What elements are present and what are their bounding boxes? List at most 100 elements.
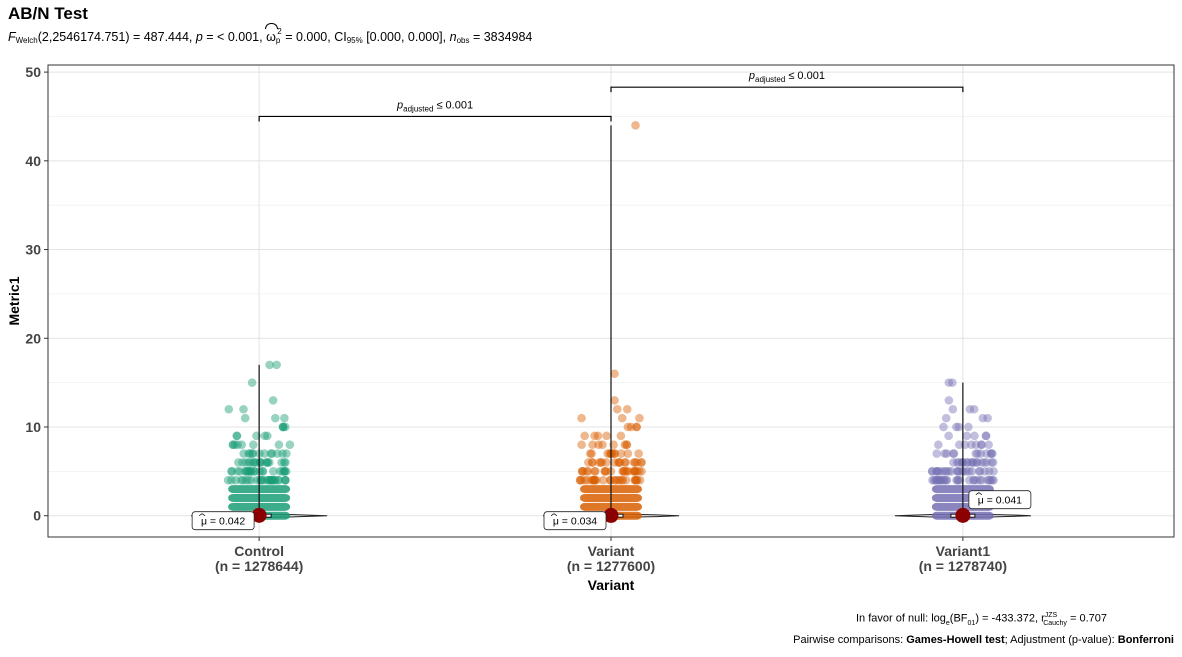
- data-point: [587, 449, 596, 458]
- data-point: [620, 467, 630, 476]
- data-point: [980, 467, 990, 476]
- data-point: [981, 431, 991, 441]
- outlier-point: [265, 360, 274, 370]
- data-point: [969, 475, 979, 485]
- data-point: [949, 449, 959, 458]
- data-point: [577, 413, 586, 423]
- data-point: [940, 467, 950, 476]
- data-point: [588, 440, 597, 450]
- data-point: [954, 422, 964, 432]
- data-point: [245, 467, 254, 476]
- x-tick-label: Variant1: [936, 543, 991, 559]
- outlier-point: [631, 121, 640, 130]
- data-point: [984, 467, 994, 476]
- mean-hat: [975, 492, 983, 495]
- data-point: [255, 458, 265, 467]
- mean-hat: [198, 513, 206, 516]
- data-point: [630, 467, 640, 476]
- data-point: [246, 467, 256, 476]
- data-point: [977, 440, 986, 450]
- data-point: [590, 475, 599, 485]
- data-point: [285, 440, 295, 450]
- data-point: [637, 467, 646, 476]
- mean-label: μ = 0.042: [201, 516, 245, 528]
- data-point: [949, 458, 958, 467]
- data-point: [242, 467, 251, 476]
- data-point: [940, 449, 950, 458]
- y-tick-label: 20: [25, 330, 41, 346]
- data-point: [986, 449, 996, 458]
- data-point: [577, 467, 587, 476]
- pairwise-caption: Pairwise comparisons: Games-Howell test;…: [793, 634, 1174, 646]
- data-point: [275, 467, 285, 476]
- data-point: [621, 475, 631, 485]
- data-point: [247, 475, 256, 485]
- data-point: [605, 449, 615, 458]
- data-point: [942, 467, 951, 476]
- data-point: [942, 475, 952, 485]
- data-point: [585, 449, 595, 458]
- data-point: [978, 413, 988, 423]
- outlier-point: [610, 369, 619, 379]
- data-point: [233, 440, 242, 450]
- data-point: [244, 458, 254, 467]
- bracket-line: [610, 86, 964, 93]
- data-point: [273, 449, 282, 458]
- data-point: [620, 458, 630, 467]
- data-point: [934, 440, 943, 450]
- data-point: [968, 458, 978, 467]
- data-point: [931, 475, 940, 485]
- data-point: [982, 458, 992, 467]
- bayes-caption: In favor of null: loge(BF01) = -433.372,…: [856, 612, 1107, 627]
- data-point: [987, 475, 997, 485]
- data-point: [577, 440, 586, 450]
- data-point: [266, 475, 275, 485]
- data-point: [223, 475, 233, 485]
- category-group-control: μ = 0.042: [191, 360, 328, 531]
- data-point: [963, 458, 972, 467]
- data-point: [965, 475, 974, 485]
- data-point: [929, 475, 939, 485]
- x-tick-label: Control: [234, 543, 284, 559]
- chart-title: AB/N Test: [8, 4, 88, 23]
- data-point: [232, 431, 241, 441]
- data-point: [591, 467, 600, 476]
- data-point: [280, 422, 290, 432]
- data-point: [632, 467, 642, 476]
- data-point: [244, 467, 254, 476]
- data-point: [953, 467, 962, 476]
- data-point: [988, 449, 997, 458]
- category-group-variant: μ = 0.034: [542, 121, 680, 531]
- data-point: [608, 449, 617, 458]
- data-point: [263, 475, 272, 485]
- y-tick-label: 40: [25, 153, 41, 169]
- data-point: [224, 404, 234, 414]
- data-point: [260, 449, 269, 458]
- data-point: [246, 458, 256, 467]
- data-point: [988, 458, 998, 467]
- data-point: [278, 449, 287, 458]
- data-point: [952, 475, 961, 485]
- data-point: [632, 475, 642, 485]
- data-point: [258, 467, 267, 476]
- data-point: [575, 475, 585, 485]
- data-point: [622, 440, 631, 450]
- data-point: [228, 440, 238, 450]
- data-point: [278, 422, 288, 432]
- data-point: [582, 467, 592, 476]
- y-tick-label: 30: [25, 242, 41, 258]
- mean-label: μ = 0.034: [553, 516, 597, 528]
- outlier-point: [948, 378, 957, 387]
- data-point: [593, 431, 603, 441]
- data-point: [575, 475, 585, 485]
- data-point: [953, 475, 962, 485]
- data-point: [615, 475, 624, 485]
- data-point: [937, 475, 946, 485]
- y-tick-label: 0: [33, 508, 41, 524]
- data-point: [577, 475, 586, 485]
- data-point: [948, 449, 958, 458]
- data-point: [933, 467, 942, 476]
- data-point: [589, 475, 599, 485]
- data-point: [580, 431, 589, 441]
- data-point: [590, 475, 599, 485]
